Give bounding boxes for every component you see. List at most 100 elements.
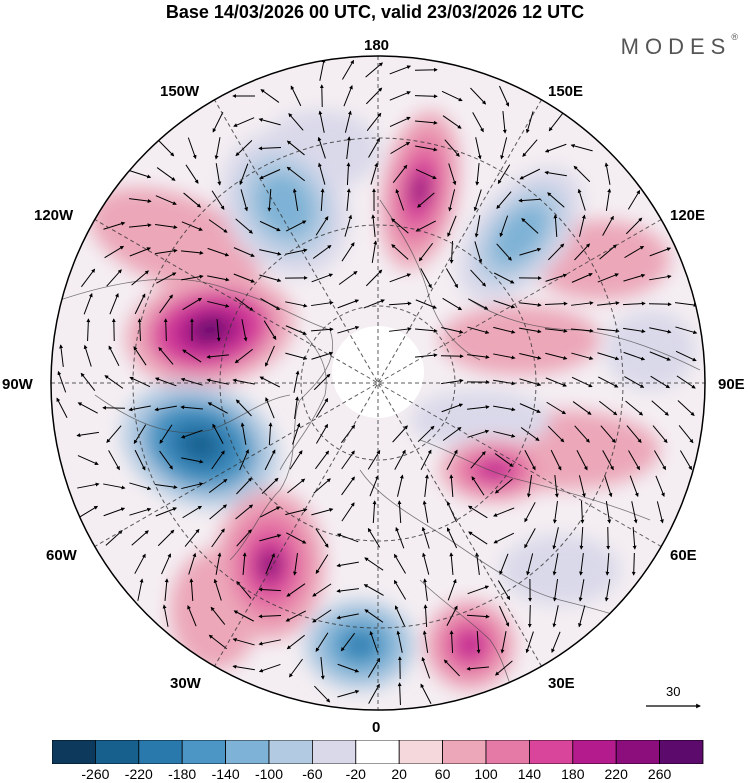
wind-arrow (129, 482, 152, 491)
wind-arrow (365, 62, 383, 78)
wind-arrow (59, 344, 64, 367)
wind-arrow (415, 220, 436, 232)
wind-arrow (470, 269, 487, 287)
wind-arrow (519, 353, 542, 360)
wind-arrow (367, 527, 381, 548)
wind-arrow (209, 504, 228, 520)
anomaly-center (305, 600, 415, 690)
wind-arrow (519, 302, 542, 307)
wind-arrow (129, 170, 152, 179)
wind-arrow (629, 475, 639, 498)
wind-arrow (475, 552, 480, 575)
wind-arrow (287, 478, 306, 494)
wind-arrow (395, 526, 405, 549)
wind-arrow (552, 605, 559, 628)
wind-arrow (468, 298, 489, 310)
wind-arrow (86, 318, 91, 342)
wind-arrow (155, 507, 177, 517)
wind-arrow (418, 242, 434, 262)
wind-arrow (129, 223, 152, 228)
wind-arrow (676, 375, 696, 389)
wind-arrow (162, 604, 169, 627)
wind-arrow (311, 508, 334, 516)
wind-arrow (265, 553, 275, 575)
wind-arrow (285, 352, 308, 360)
anomaly-center (380, 110, 460, 270)
weak-anomaly-area (440, 305, 600, 375)
wind-arrow (260, 506, 281, 518)
wind-arrow (236, 477, 253, 495)
wind-arrow (288, 113, 304, 131)
anomaly-contour-fill (482, 462, 508, 478)
wind-arrow (289, 658, 303, 678)
wind-arrow (236, 529, 252, 547)
wind-arrow (656, 501, 664, 524)
wind-arrow (397, 682, 402, 706)
wind-arrow (342, 59, 354, 80)
wind-arrow (155, 483, 178, 490)
wind-arrow (289, 450, 303, 470)
wind-arrow (675, 302, 698, 307)
wind-arrow (519, 403, 541, 413)
wind-arrow (265, 345, 275, 367)
wind-arrow (159, 294, 173, 314)
wind-arrow (623, 327, 646, 334)
wind-arrow (625, 217, 643, 235)
wind-arrow (315, 216, 329, 236)
wind-arrow (258, 587, 282, 592)
wind-arrow (649, 274, 672, 281)
wind-arrow (182, 349, 202, 363)
wind-arrow (476, 630, 481, 654)
lon-label-180: 180 (364, 37, 390, 54)
colorbar-tick-label: 20 (391, 766, 407, 782)
wind-arrow (649, 327, 672, 334)
anomaly-center (458, 167, 582, 303)
lon-label-90w: 90W (2, 376, 33, 393)
colorbar-box (528, 740, 574, 764)
wind-arrow (155, 223, 178, 230)
wind-arrow (441, 90, 463, 102)
wind-arrow (544, 143, 567, 153)
wind-arrow (338, 271, 358, 285)
wind-arrow (519, 378, 542, 387)
colorbar-box (52, 740, 96, 764)
wind-arrow (103, 221, 126, 230)
wind-arrow (294, 396, 300, 419)
wind-arrow (578, 214, 586, 237)
wind-arrow (547, 243, 565, 261)
wind-arrow (311, 300, 334, 307)
wind-arrow (315, 397, 329, 418)
wind-arrow (447, 578, 457, 601)
colorbar-tick-label: 60 (434, 766, 451, 782)
wind-arrow (206, 378, 229, 385)
wind-arrow (471, 476, 485, 496)
wind-arrow (103, 483, 126, 490)
wind-arrow (525, 111, 534, 134)
wind-arrow (265, 397, 275, 419)
wind-arrow (57, 370, 67, 393)
wind-arrow (372, 500, 377, 524)
wind-arrow (473, 189, 482, 212)
wind-arrow (446, 527, 458, 549)
wind-arrow (134, 449, 146, 471)
wind-arrow (315, 632, 329, 652)
wind-arrow (210, 606, 226, 625)
wind-arrow (390, 141, 411, 155)
wind-arrow (164, 578, 169, 601)
wind-arrow (572, 401, 592, 415)
wind-arrow (182, 297, 203, 311)
wind-arrow (467, 505, 488, 519)
colorbar-tick-label: -140 (211, 766, 240, 782)
wind-arrow (103, 507, 126, 517)
wind-arrow (396, 630, 403, 653)
wind-arrow (207, 247, 230, 257)
wind-arrow (525, 631, 534, 654)
wind-arrow (108, 345, 120, 367)
wind-arrow (181, 482, 204, 490)
wind-arrow (493, 532, 515, 544)
wind-arrow (131, 530, 149, 546)
lon-label-0: 0 (372, 719, 381, 736)
wind-arrow (550, 449, 562, 471)
wind-arrow (239, 163, 249, 186)
wind-arrow (267, 188, 272, 212)
